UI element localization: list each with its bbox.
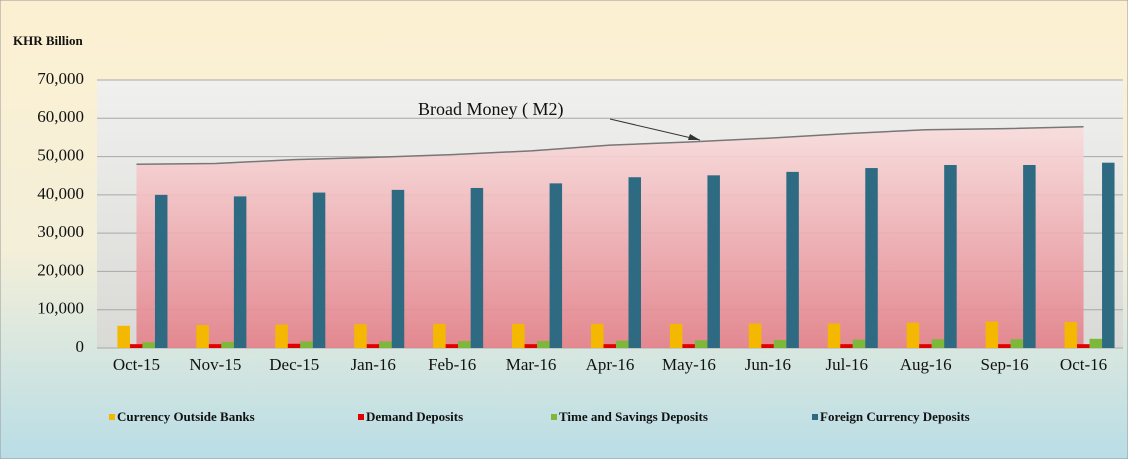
- bar: [524, 344, 538, 348]
- bar: [287, 343, 301, 348]
- annotation-arrowhead: [688, 134, 700, 140]
- bar: [312, 192, 326, 348]
- bar: [761, 344, 774, 348]
- y-tick-label: 50,000: [37, 145, 84, 164]
- bar: [985, 321, 999, 348]
- y-tick-label: 20,000: [37, 260, 84, 279]
- bar: [233, 196, 247, 348]
- bar: [591, 323, 604, 348]
- bar: [470, 187, 484, 348]
- y-tick-label: 10,000: [37, 299, 84, 318]
- bar: [906, 322, 920, 348]
- legend-swatch: [551, 414, 557, 420]
- bar: [786, 171, 799, 348]
- bar: [1010, 339, 1024, 348]
- bar: [827, 323, 841, 348]
- bar: [433, 323, 446, 348]
- bar: [682, 344, 695, 348]
- legend-label: Time and Savings Deposits: [559, 409, 708, 424]
- bar: [1089, 338, 1103, 348]
- y-axis-label: KHR Billion: [13, 33, 83, 48]
- bar: [1064, 321, 1078, 348]
- legend-label: Demand Deposits: [366, 409, 463, 424]
- x-tick-label: May-16: [662, 355, 716, 374]
- bar: [865, 168, 878, 348]
- bar: [366, 344, 380, 348]
- x-tick-label: Dec-15: [269, 355, 319, 374]
- y-tick-label: 30,000: [37, 222, 84, 241]
- x-tick-label: Jul-16: [826, 355, 869, 374]
- bar: [129, 344, 143, 348]
- x-tick-label: Oct-15: [113, 355, 160, 374]
- bar: [852, 339, 866, 348]
- bar: [300, 341, 313, 348]
- bar: [944, 164, 957, 348]
- x-tick-label: Feb-16: [428, 355, 476, 374]
- bar: [208, 344, 222, 348]
- bar: [603, 344, 616, 348]
- legend-swatch: [358, 414, 364, 420]
- y-tick-label: 0: [76, 337, 85, 356]
- bar: [142, 342, 155, 348]
- bar: [840, 344, 853, 348]
- bar: [998, 344, 1011, 348]
- bar: [549, 183, 563, 348]
- bar: [919, 344, 932, 348]
- bar: [512, 323, 525, 348]
- bar: [1077, 344, 1090, 348]
- legend-swatch: [109, 414, 115, 420]
- bar: [154, 194, 168, 348]
- bar: [1023, 164, 1036, 348]
- y-tick-label: 70,000: [37, 69, 84, 88]
- bar: [275, 324, 288, 348]
- annotation: Broad Money ( M2): [418, 99, 563, 120]
- x-tick-label: Jan-16: [351, 355, 396, 374]
- x-tick-label: Aug-16: [900, 355, 952, 374]
- x-tick-label: Oct-16: [1060, 355, 1107, 374]
- x-tick-label: Jun-16: [745, 355, 791, 374]
- area-line: [136, 125, 1084, 165]
- annotation-arrow: [609, 118, 701, 141]
- bar: [628, 177, 641, 348]
- bar: [458, 341, 471, 348]
- bar: [537, 341, 550, 348]
- y-tick-label: 60,000: [37, 107, 84, 126]
- bar: [221, 341, 234, 348]
- x-tick-label: Apr-16: [586, 355, 635, 374]
- bar: [773, 339, 787, 348]
- legend-label: Currency Outside Banks: [117, 409, 255, 424]
- bar: [931, 339, 945, 348]
- bar: [445, 344, 459, 348]
- bar: [379, 341, 392, 348]
- x-tick-label: Sep-16: [981, 355, 1029, 374]
- legend-label: Foreign Currency Deposits: [820, 409, 970, 424]
- y-tick-label: 40,000: [37, 184, 84, 203]
- bar: [707, 175, 720, 348]
- x-tick-label: Mar-16: [506, 355, 557, 374]
- bar: [1102, 162, 1115, 348]
- bar: [616, 340, 629, 348]
- bar: [694, 340, 708, 348]
- bar: [196, 325, 209, 348]
- area-fill: [136, 126, 1084, 348]
- bar: [354, 324, 367, 348]
- bar: [117, 325, 130, 348]
- bar: [669, 323, 683, 348]
- bar: [391, 189, 405, 348]
- x-tick-label: Nov-15: [189, 355, 241, 374]
- legend-swatch: [812, 414, 818, 420]
- bar: [748, 323, 762, 348]
